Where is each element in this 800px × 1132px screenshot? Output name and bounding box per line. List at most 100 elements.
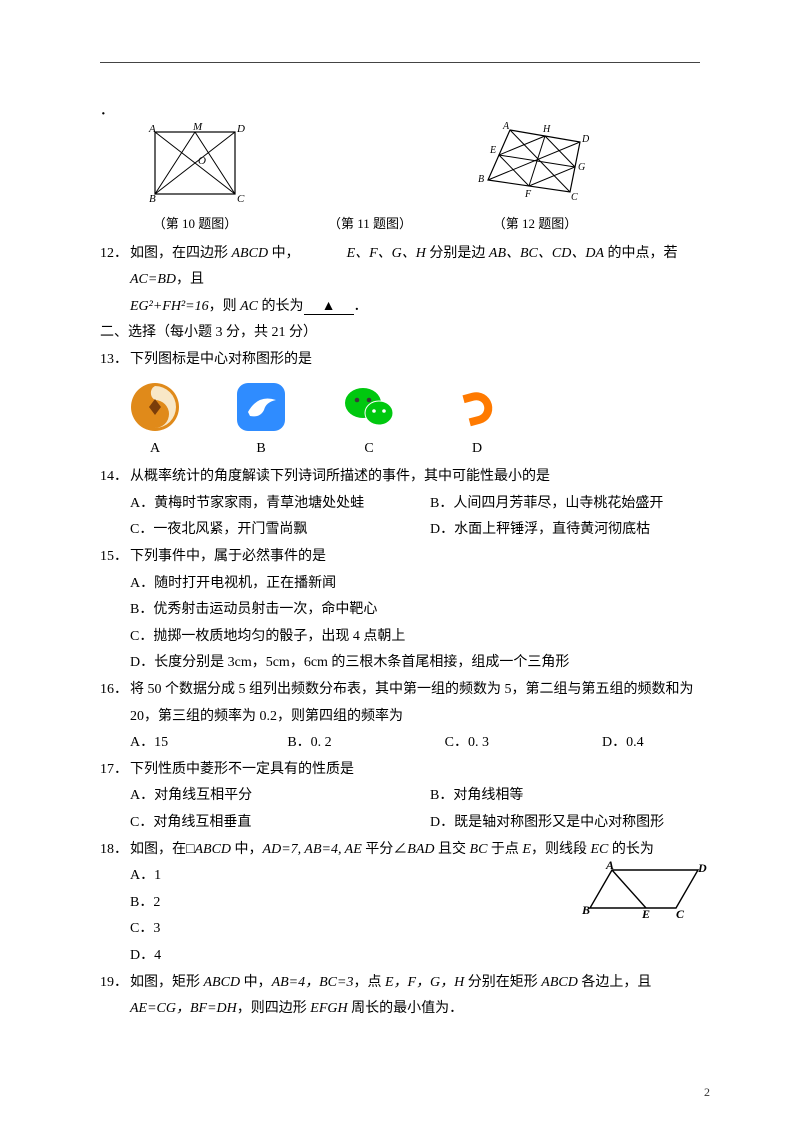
figure-12: A D C B H G F E （第 12 题图）	[450, 120, 620, 237]
svg-text:G: G	[578, 162, 585, 173]
q19-2a: AE=CG，BF=DH	[130, 1001, 237, 1016]
q13-text: 下列图标是中心对称图形的是	[130, 347, 720, 374]
q14-opt-c: C．一夜北风紧，开门雪尚飘	[130, 517, 430, 544]
q18-tg: 且交	[435, 842, 470, 857]
q12-cond: AC=BD	[130, 272, 176, 287]
q19-d: AB=4，BC=3	[272, 975, 354, 990]
q18-th: BC	[470, 842, 488, 857]
q17-number: 17．	[100, 757, 130, 784]
svg-text:C: C	[571, 192, 578, 203]
q15-opt-a: A．随时打开电视机，正在播新闻	[130, 571, 720, 598]
q14-opt-a: A．黄梅时节家家雨，青草池塘处处蛙	[130, 491, 430, 518]
q13-logos: A B C	[130, 382, 720, 463]
svg-text:D: D	[581, 134, 590, 145]
q16-options: A．15 B．0. 2 C．0. 3 D．0.4	[130, 730, 720, 757]
q17-text: 下列性质中菱形不一定具有的性质是	[130, 757, 720, 784]
q18-tm: 的长为	[608, 842, 654, 857]
q18-number: 18．	[100, 837, 130, 864]
svg-text:H: H	[542, 124, 551, 135]
svg-text:O: O	[198, 155, 206, 167]
q12-t4: 的中点，若	[604, 246, 678, 261]
svg-text:A: A	[148, 123, 156, 135]
q13-number: 13．	[100, 347, 130, 374]
top-rule	[100, 62, 700, 63]
figure-12-svg: A D C B H G F E	[470, 120, 600, 210]
figure-10: A M D B C O （第 10 题图）	[100, 120, 290, 237]
q15-opt-d: D．长度分别是 3cm，5cm，6cm 的三根木条首尾相接，组成一个三角形	[130, 650, 720, 677]
q18-ti: 于点	[487, 842, 522, 857]
q12-t1: 如图，在四边形	[130, 246, 232, 261]
q19-i: 各边上，且	[578, 975, 652, 990]
q18-tk: ，则线段	[531, 842, 591, 857]
q12-t2: 中，	[268, 246, 300, 261]
svg-text:C: C	[676, 907, 685, 920]
q16-line2: 20，第三组的频率为 0.2，则第四组的频率为	[130, 709, 403, 724]
svg-text:C: C	[237, 193, 245, 205]
q19-g: 分别在矩形	[464, 975, 541, 990]
figure-row: A M D B C O （第 10 题图） （第 11 题图） A D	[100, 120, 720, 237]
logo-c-label: C	[342, 436, 396, 463]
figure-11: （第 11 题图）	[290, 120, 450, 237]
logo-a-icon	[130, 382, 180, 432]
q18-tf: BAD	[407, 842, 434, 857]
q19-c: 中，	[240, 975, 272, 990]
q17-opt-c: C．对角线互相垂直	[130, 810, 430, 837]
q12-ac: AC	[240, 299, 258, 314]
svg-text:E: E	[489, 145, 496, 156]
q19-a: 如图，矩形	[130, 975, 204, 990]
q15-number: 15．	[100, 544, 130, 571]
q19-number: 19．	[100, 970, 130, 1023]
q18-td: AD=7, AB=4, AE	[263, 842, 362, 857]
svg-text:D: D	[697, 861, 707, 875]
logo-b-label: B	[236, 436, 286, 463]
question-17: 17． 下列性质中菱形不一定具有的性质是	[100, 757, 720, 784]
q14-opt-b: B．人间四月芳菲尽，山寺桃花始盛开	[430, 491, 690, 518]
svg-text:B: B	[478, 174, 484, 185]
q12-t3: 分别是边	[426, 246, 489, 261]
q12-eq: EG²+FH²=16	[130, 299, 209, 314]
q18-te: 平分∠	[362, 842, 408, 857]
svg-text:A: A	[605, 860, 614, 872]
svg-text:A: A	[502, 121, 510, 132]
q12-t8: ．	[354, 299, 368, 314]
svg-text:D: D	[236, 123, 245, 135]
q14-number: 14．	[100, 464, 130, 491]
q18-tj: E	[522, 842, 531, 857]
q19-2c: EFGH	[310, 1001, 347, 1016]
q17-opt-b: B．对角线相等	[430, 783, 690, 810]
svg-text:B: B	[581, 903, 590, 917]
q18-opt-d: D．4	[130, 943, 720, 970]
page: · A M D B C O （第 10 题图） （第 11 题图）	[0, 0, 800, 1132]
question-16: 16． 将 50 个数据分成 5 组列出频数分布表，其中第一组的频数为 5，第二…	[100, 677, 720, 730]
q19-e: ，点	[353, 975, 385, 990]
logo-d: D	[452, 382, 502, 463]
question-15: 15． 下列事件中，属于必然事件的是	[100, 544, 720, 571]
q12-t5: ，且	[176, 272, 204, 287]
q16-opt-b: B．0. 2	[287, 730, 444, 757]
q16-opt-c: C．0. 3	[445, 730, 602, 757]
q14-text: 从概率统计的角度解读下列诗词所描述的事件，其中可能性最小的是	[130, 464, 720, 491]
q12-t6: ，则	[209, 299, 241, 314]
logo-c-icon	[342, 382, 396, 432]
question-14: 14． 从概率统计的角度解读下列诗词所描述的事件，其中可能性最小的是	[100, 464, 720, 491]
svg-text:B: B	[149, 193, 156, 205]
page-number: 2	[704, 1081, 710, 1104]
q16-opt-a: A．15	[130, 730, 287, 757]
q12-pts: E、F、G、H	[347, 246, 426, 261]
logo-a: A	[130, 382, 180, 463]
logo-d-icon	[452, 382, 502, 432]
figure-10-svg: A M D B C O	[135, 120, 255, 210]
q19-h: ABCD	[541, 975, 578, 990]
q16-opt-d: D．0.4	[602, 730, 720, 757]
q18-tl: EC	[590, 842, 608, 857]
q19-b: ABCD	[204, 975, 241, 990]
q19-body: 如图，矩形 ABCD 中，AB=4，BC=3，点 E，F，G，H 分别在矩形 A…	[130, 970, 720, 1023]
q17-opt-d: D．既是轴对称图形又是中心对称图形	[430, 810, 690, 837]
svg-text:M: M	[192, 121, 203, 133]
logo-b: B	[236, 382, 286, 463]
q14-opt-d: D．水面上秤锤浮，直待黄河彻底枯	[430, 517, 690, 544]
q16-number: 16．	[100, 677, 130, 730]
q18-tc: 中，	[231, 842, 263, 857]
figure-10-caption: （第 10 题图）	[100, 212, 290, 237]
figure-11-caption: （第 11 题图）	[290, 212, 450, 237]
